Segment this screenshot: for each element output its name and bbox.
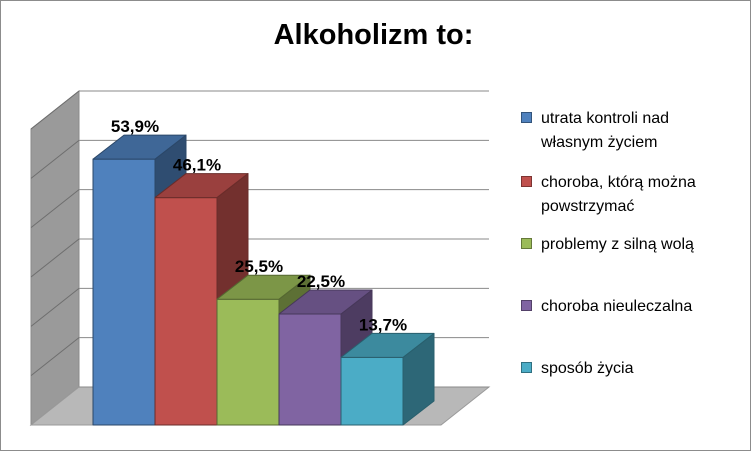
bar-front <box>92 158 156 426</box>
legend-label-line: problemy z silną wolą <box>541 236 694 253</box>
data-label-1: 53,9% <box>111 117 159 136</box>
legend-label-line: choroba nieuleczalna <box>541 298 693 315</box>
legend-item-2: choroba, którą można powstrzymać <box>521 171 741 219</box>
legend-label: sposób życia <box>541 357 741 381</box>
side-gridline <box>30 287 80 327</box>
bar-front <box>340 356 404 426</box>
bar-top <box>340 332 435 358</box>
data-label-2: 46,1% <box>173 156 221 175</box>
legend-swatch <box>521 238 532 249</box>
legend-label: utrata kontroli nad własnym życiem <box>541 107 741 155</box>
legend-swatch <box>521 176 532 187</box>
bar-top <box>278 289 373 315</box>
legend-item-3: problemy z silną wolą <box>521 233 741 257</box>
legend-label: choroba, którą można powstrzymać <box>541 171 741 219</box>
side-gridline <box>30 189 80 229</box>
legend-swatch <box>521 362 532 373</box>
legend-label: problemy z silną wolą <box>541 233 741 257</box>
bar-front <box>278 313 342 426</box>
bar-chart-plot: 53,9% 46,1% 25,5% 22,5% 13,7% <box>29 89 491 427</box>
bar-front <box>216 298 280 426</box>
legend-swatch <box>521 112 532 123</box>
bar-front <box>154 197 218 426</box>
legend-swatch <box>521 300 532 311</box>
bar-top <box>92 134 187 160</box>
data-label-3: 25,5% <box>235 257 283 276</box>
bar-5 <box>340 332 435 426</box>
side-gridline <box>30 139 80 179</box>
legend-label-line: utrata kontroli nad <box>541 110 670 127</box>
data-label-4: 22,5% <box>297 272 345 291</box>
legend-label-line: choroba, którą można <box>541 174 696 191</box>
side-gridline <box>30 337 80 377</box>
side-gridline <box>30 238 80 278</box>
data-label-5: 13,7% <box>359 315 407 334</box>
bar-top <box>154 173 249 199</box>
legend-label-line: własnym życiem <box>541 134 658 151</box>
legend-label-line: powstrzymać <box>541 198 635 215</box>
side-gridline <box>30 90 80 130</box>
legend-label: choroba nieuleczalna <box>541 295 741 319</box>
legend-item-5: sposób życia <box>521 357 741 381</box>
chart-legend: utrata kontroli nad własnym życiem choroba… <box>521 1 749 450</box>
bar-top <box>216 274 311 300</box>
legend-item-1: utrata kontroli nad własnym życiem <box>521 107 741 155</box>
chart-title: Alkoholizm to: <box>273 19 474 51</box>
legend-label-line: sposób życia <box>541 360 634 377</box>
legend-item-4: choroba nieuleczalna <box>521 295 741 319</box>
